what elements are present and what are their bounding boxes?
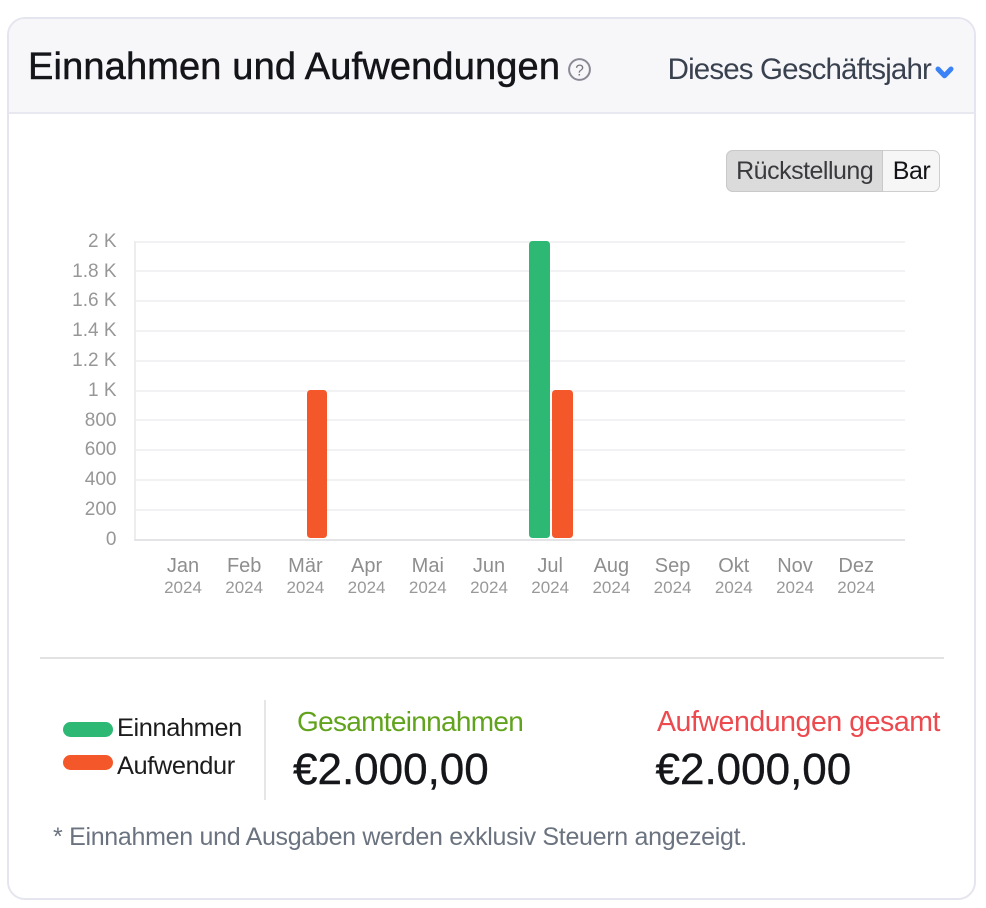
svg-text:?: ? bbox=[575, 62, 584, 79]
